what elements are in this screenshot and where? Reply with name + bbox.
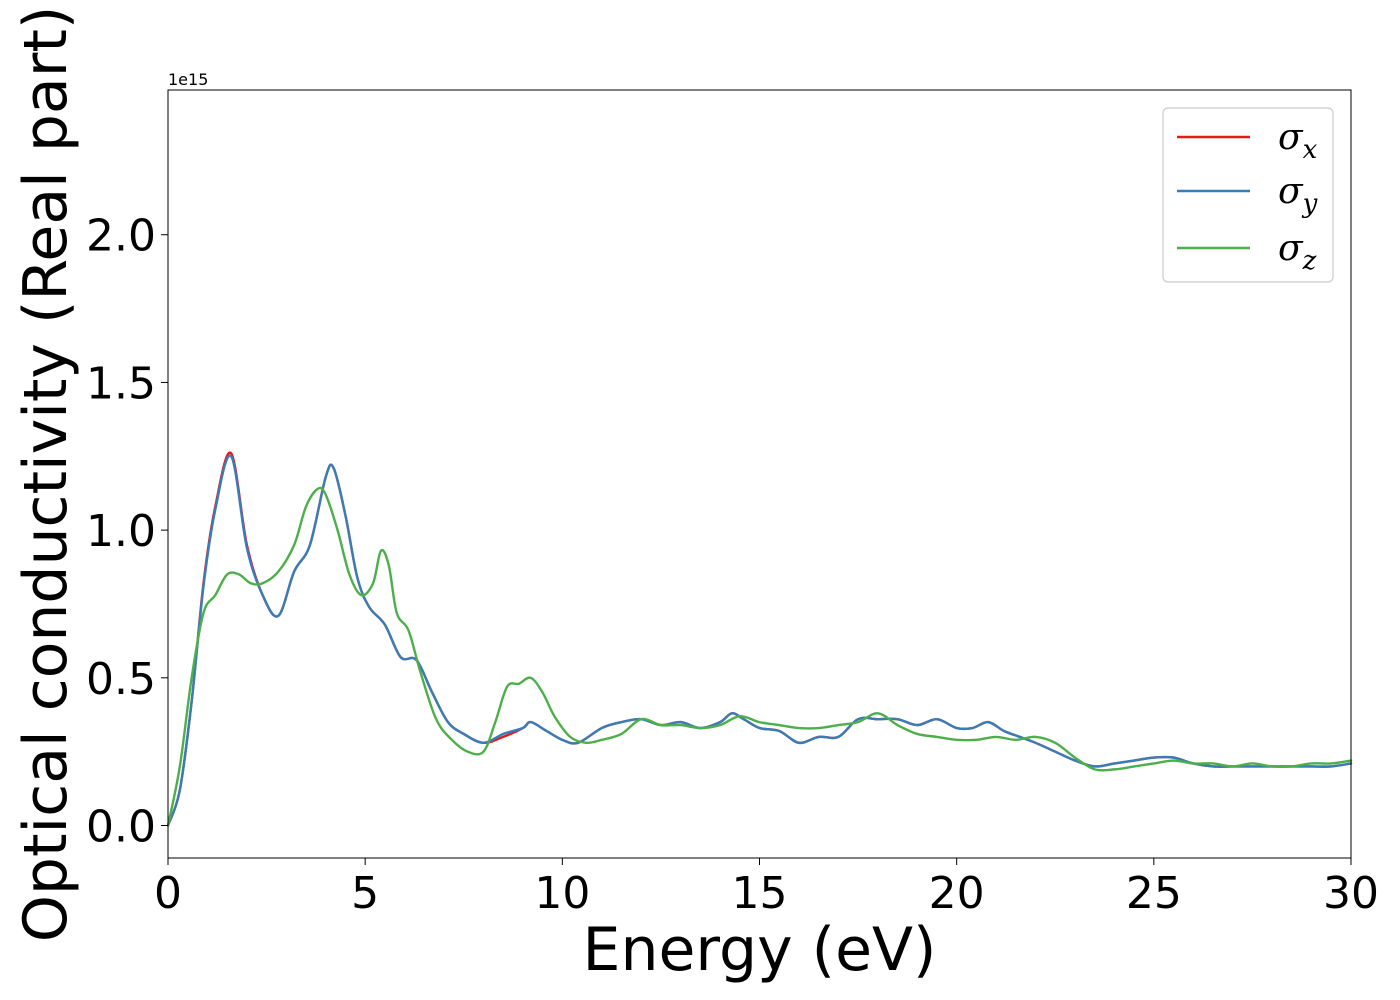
x-tick-label: 25 bbox=[1126, 868, 1182, 919]
y-offset-label: 1e15 bbox=[168, 70, 208, 89]
y-tick-label: 1.5 bbox=[86, 358, 156, 409]
legend-label-y: σy bbox=[1278, 171, 1318, 219]
x-axis: 0 5 10 15 20 25 30 bbox=[154, 858, 1379, 919]
x-axis-title: Energy (eV) bbox=[583, 915, 937, 985]
series-line-z bbox=[166, 486, 1353, 827]
y-axis-title: Optical conductivity (Real part) bbox=[11, 6, 81, 943]
y-tick-label: 2.0 bbox=[86, 211, 156, 262]
legend: σx σy σz bbox=[1162, 107, 1334, 283]
y-tick-label: 1.0 bbox=[86, 506, 156, 557]
legend-label-z: σz bbox=[1278, 228, 1317, 276]
y-tick-label: 0.0 bbox=[86, 802, 156, 853]
legend-box bbox=[1162, 107, 1334, 283]
y-tick-label: 0.5 bbox=[86, 654, 156, 705]
plot-background bbox=[168, 90, 1351, 858]
x-tick-label: 10 bbox=[534, 868, 590, 919]
series-layer bbox=[166, 451, 1353, 827]
x-tick-label: 20 bbox=[929, 868, 985, 919]
x-tick-label: 5 bbox=[351, 868, 379, 919]
x-tick-label: 30 bbox=[1323, 868, 1379, 919]
y-axis: 0.0 0.5 1.0 1.5 2.0 bbox=[86, 211, 168, 853]
x-tick-label: 15 bbox=[732, 868, 788, 919]
x-tick-label: 0 bbox=[154, 868, 182, 919]
legend-label-x: σx bbox=[1278, 117, 1318, 165]
